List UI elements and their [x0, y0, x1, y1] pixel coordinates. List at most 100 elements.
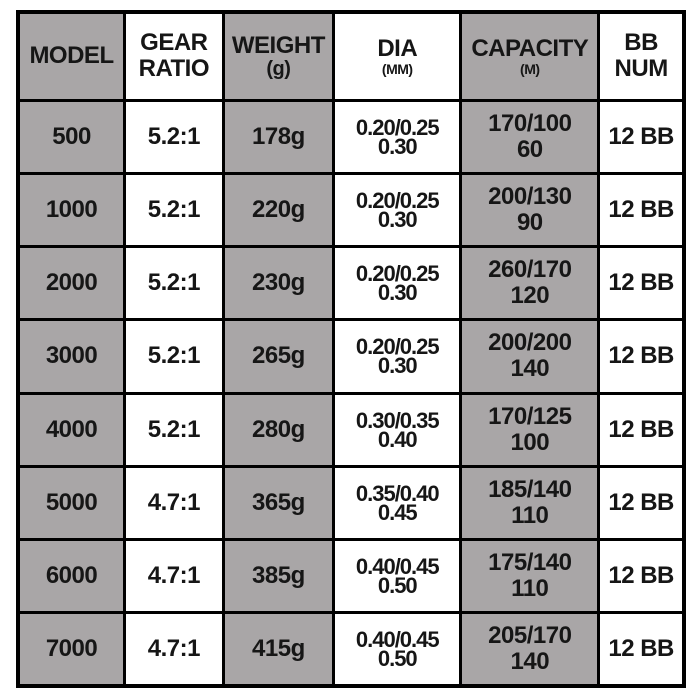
dia-line2: 0.30: [377, 280, 418, 306]
cell-model: 4000: [16, 391, 127, 468]
cell-model: 7000: [16, 611, 127, 688]
capacity-line1: 200/200: [488, 329, 572, 357]
dia-line1: 0.20/0.25: [355, 114, 440, 140]
dia-line2: 0.30: [377, 133, 418, 159]
dia-line1: 0.20/0.25: [355, 187, 440, 213]
table-row: 3000 5.2:1 265g 0.20/0.25 0.30 200/200 1…: [16, 318, 686, 395]
cell-model: 3000: [16, 318, 127, 395]
cell-gear-ratio: 5.2:1: [123, 171, 225, 249]
cell-capacity: 205/170 140: [459, 611, 601, 688]
cell-dia: 0.30/0.35 0.40: [332, 391, 463, 468]
cell-gear-ratio: 4.7:1: [123, 464, 225, 542]
table-header: MODEL GEAR RATIO WEIGHT (g) DIA (MM) CAP…: [16, 10, 686, 102]
header-bb-num: BB NUM: [597, 10, 686, 102]
dia-line2: 0.40: [377, 426, 418, 452]
header-bb-line2: NUM: [614, 55, 669, 83]
header-capacity: CAPACITY (M): [459, 10, 601, 102]
header-dia-unit: (MM): [381, 61, 413, 78]
dia-line1: 0.40/0.45: [355, 627, 440, 653]
cell-gear-ratio: 5.2:1: [123, 244, 225, 322]
cell-bb-num: 12 BB: [597, 318, 686, 395]
cell-dia: 0.20/0.25 0.30: [332, 171, 463, 249]
cell-bb-num: 12 BB: [597, 391, 686, 468]
cell-capacity: 175/140 110: [459, 537, 601, 615]
capacity-line2: 120: [510, 282, 550, 310]
header-model: MODEL: [16, 10, 127, 102]
cell-bb-num: 12 BB: [597, 537, 686, 615]
cell-weight: 280g: [221, 391, 336, 468]
cell-model: 6000: [16, 537, 127, 615]
header-bb-line1: BB: [624, 29, 658, 57]
capacity-line1: 200/130: [488, 182, 572, 210]
header-gear-line1: GEAR: [140, 29, 208, 57]
cell-weight: 220g: [221, 171, 336, 249]
dia-line2: 0.30: [377, 206, 418, 232]
cell-dia: 0.40/0.45 0.50: [332, 537, 463, 615]
cell-gear-ratio: 5.2:1: [123, 318, 225, 395]
cell-model: 5000: [16, 464, 127, 542]
cell-weight: 178g: [221, 98, 336, 175]
capacity-line2: 100: [510, 428, 550, 456]
spec-table: MODEL GEAR RATIO WEIGHT (g) DIA (MM) CAP…: [16, 10, 686, 688]
cell-capacity: 185/140 110: [459, 464, 601, 542]
header-row: MODEL GEAR RATIO WEIGHT (g) DIA (MM) CAP…: [16, 10, 686, 102]
cell-dia: 0.35/0.40 0.45: [332, 464, 463, 542]
header-gear-ratio: GEAR RATIO: [123, 10, 225, 102]
capacity-line1: 170/100: [488, 109, 572, 137]
cell-bb-num: 12 BB: [597, 244, 686, 322]
capacity-line1: 185/140: [488, 475, 572, 503]
cell-gear-ratio: 5.2:1: [123, 98, 225, 175]
dia-line1: 0.20/0.25: [355, 261, 440, 287]
cell-model: 1000: [16, 171, 127, 249]
cell-capacity: 260/170 120: [459, 244, 601, 322]
table-row: 4000 5.2:1 280g 0.30/0.35 0.40 170/125 1…: [16, 391, 686, 468]
cell-weight: 415g: [221, 611, 336, 688]
dia-line1: 0.20/0.25: [355, 334, 440, 360]
cell-capacity: 170/125 100: [459, 391, 601, 468]
table-row: 1000 5.2:1 220g 0.20/0.25 0.30 200/130 9…: [16, 171, 686, 249]
header-dia-label: DIA: [377, 35, 418, 63]
table-row: 7000 4.7:1 415g 0.40/0.45 0.50 205/170 1…: [16, 611, 686, 688]
header-dia: DIA (MM): [332, 10, 463, 102]
cell-bb-num: 12 BB: [597, 98, 686, 175]
cell-bb-num: 12 BB: [597, 464, 686, 542]
dia-line2: 0.45: [377, 499, 418, 525]
cell-dia: 0.20/0.25 0.30: [332, 244, 463, 322]
header-weight-label: WEIGHT: [231, 32, 325, 60]
table-body: 500 5.2:1 178g 0.20/0.25 0.30 170/100 60…: [16, 98, 686, 688]
header-capacity-label: CAPACITY: [471, 35, 589, 63]
capacity-line1: 205/170: [488, 622, 572, 650]
header-weight-unit: (g): [266, 58, 291, 81]
capacity-line2: 140: [510, 355, 550, 383]
header-capacity-unit: (M): [520, 61, 540, 78]
cell-weight: 365g: [221, 464, 336, 542]
capacity-line1: 260/170: [488, 256, 572, 284]
cell-capacity: 200/200 140: [459, 318, 601, 395]
dia-line1: 0.30/0.35: [355, 407, 440, 433]
capacity-line2: 110: [511, 575, 549, 603]
cell-bb-num: 12 BB: [597, 171, 686, 249]
dia-line1: 0.40/0.45: [355, 554, 440, 580]
header-gear-line2: RATIO: [138, 55, 210, 83]
table-row: 5000 4.7:1 365g 0.35/0.40 0.45 185/140 1…: [16, 464, 686, 542]
cell-dia: 0.20/0.25 0.30: [332, 98, 463, 175]
cell-capacity: 200/130 90: [459, 171, 601, 249]
dia-line2: 0.30: [377, 353, 418, 379]
cell-gear-ratio: 4.7:1: [123, 537, 225, 615]
capacity-line2: 110: [511, 501, 549, 529]
cell-dia: 0.20/0.25 0.30: [332, 318, 463, 395]
cell-dia: 0.40/0.45 0.50: [332, 611, 463, 688]
dia-line2: 0.50: [377, 646, 418, 672]
table-row: 500 5.2:1 178g 0.20/0.25 0.30 170/100 60…: [16, 98, 686, 175]
capacity-line2: 90: [516, 208, 543, 236]
cell-gear-ratio: 5.2:1: [123, 391, 225, 468]
table-row: 6000 4.7:1 385g 0.40/0.45 0.50 175/140 1…: [16, 537, 686, 615]
dia-line2: 0.50: [377, 573, 418, 599]
capacity-line2: 60: [516, 135, 543, 163]
table-row: 2000 5.2:1 230g 0.20/0.25 0.30 260/170 1…: [16, 244, 686, 322]
cell-weight: 385g: [221, 537, 336, 615]
capacity-line1: 170/125: [488, 402, 572, 430]
header-weight: WEIGHT (g): [221, 10, 336, 102]
capacity-line1: 175/140: [488, 549, 572, 577]
dia-line1: 0.35/0.40: [355, 480, 440, 506]
